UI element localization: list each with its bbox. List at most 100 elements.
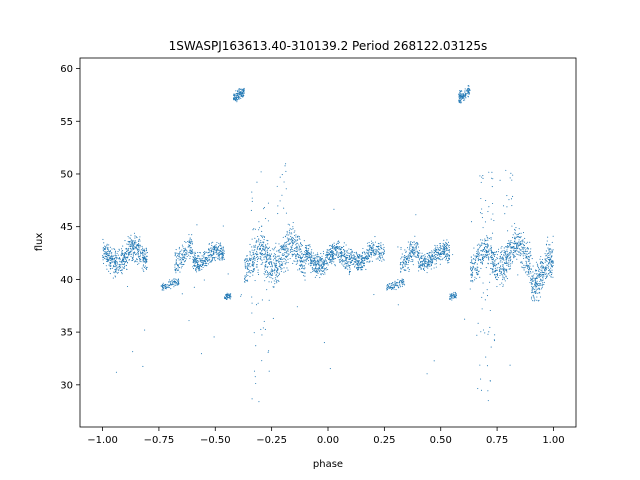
data-point <box>331 245 333 247</box>
data-point <box>382 248 384 250</box>
data-point <box>339 261 341 264</box>
data-point <box>368 244 370 246</box>
data-point <box>220 250 222 252</box>
data-point <box>191 251 193 253</box>
data-point <box>470 256 472 258</box>
data-point <box>531 278 533 280</box>
data-point <box>463 99 465 101</box>
data-point <box>358 263 360 265</box>
data-point <box>485 255 488 257</box>
data-point <box>368 258 370 260</box>
data-point <box>441 248 443 250</box>
data-point <box>498 262 500 264</box>
data-point <box>448 254 450 256</box>
data-point <box>281 268 283 270</box>
data-point <box>168 286 170 289</box>
data-point <box>540 279 542 281</box>
data-point <box>523 269 525 271</box>
data-point <box>252 262 254 264</box>
data-point <box>539 289 541 291</box>
data-point <box>541 270 543 272</box>
data-point <box>468 89 470 92</box>
data-point <box>179 251 181 253</box>
data-point <box>139 244 141 246</box>
data-point <box>298 254 300 256</box>
data-point <box>473 247 475 249</box>
data-point <box>301 253 303 255</box>
data-point <box>162 282 164 284</box>
data-point <box>264 328 266 331</box>
data-point <box>254 246 256 248</box>
data-point <box>319 259 321 261</box>
data-point <box>196 224 198 226</box>
data-point <box>343 265 345 267</box>
data-point <box>362 262 364 264</box>
data-point <box>501 258 504 260</box>
data-point <box>293 231 295 233</box>
data-point <box>133 251 136 253</box>
data-point <box>317 268 319 270</box>
data-point <box>397 279 399 281</box>
data-point <box>107 254 109 256</box>
data-point <box>144 255 146 257</box>
data-point <box>333 259 335 261</box>
data-point <box>281 261 283 263</box>
data-point <box>193 268 195 270</box>
data-point <box>544 268 546 271</box>
data-point <box>371 260 373 262</box>
data-point <box>309 244 311 246</box>
data-point <box>360 255 362 258</box>
data-point <box>239 95 241 97</box>
data-point <box>223 256 225 258</box>
data-point <box>432 256 434 258</box>
data-point <box>131 257 133 259</box>
data-point <box>188 244 190 246</box>
data-point <box>115 272 117 274</box>
data-point <box>390 284 392 287</box>
data-point <box>513 254 515 257</box>
data-point <box>276 185 278 187</box>
data-point <box>132 259 134 261</box>
data-point <box>407 255 409 257</box>
data-point <box>527 241 529 243</box>
data-point <box>291 241 293 243</box>
data-point <box>451 294 453 296</box>
data-point <box>499 257 501 259</box>
data-point <box>332 252 334 254</box>
data-point <box>319 265 321 267</box>
data-point <box>423 266 425 268</box>
data-point <box>253 332 255 334</box>
data-point <box>321 266 323 268</box>
data-point <box>505 169 507 171</box>
data-point <box>545 255 547 257</box>
data-point <box>245 280 247 282</box>
data-point <box>339 255 341 258</box>
data-point <box>505 276 507 278</box>
data-point <box>507 230 509 232</box>
data-point <box>247 274 249 277</box>
x-tick-label: 0.00 <box>317 435 339 446</box>
data-point <box>407 263 409 266</box>
data-point <box>505 256 507 258</box>
data-point <box>244 267 246 269</box>
data-point <box>123 253 125 256</box>
data-point <box>182 255 184 257</box>
data-point <box>372 245 374 247</box>
data-point <box>439 252 442 255</box>
data-point <box>292 240 294 242</box>
data-point <box>509 267 511 269</box>
data-point <box>362 266 364 269</box>
data-point <box>242 89 244 92</box>
data-point <box>465 93 467 95</box>
data-point <box>255 345 257 347</box>
data-point <box>310 257 312 259</box>
data-point <box>372 251 374 253</box>
data-point <box>184 259 186 262</box>
data-point <box>335 249 337 251</box>
data-point <box>336 251 338 253</box>
y-tick-label: 55 <box>60 117 73 128</box>
data-point <box>506 246 508 248</box>
data-point <box>508 246 510 248</box>
data-point <box>520 242 522 244</box>
data-point <box>316 259 318 261</box>
